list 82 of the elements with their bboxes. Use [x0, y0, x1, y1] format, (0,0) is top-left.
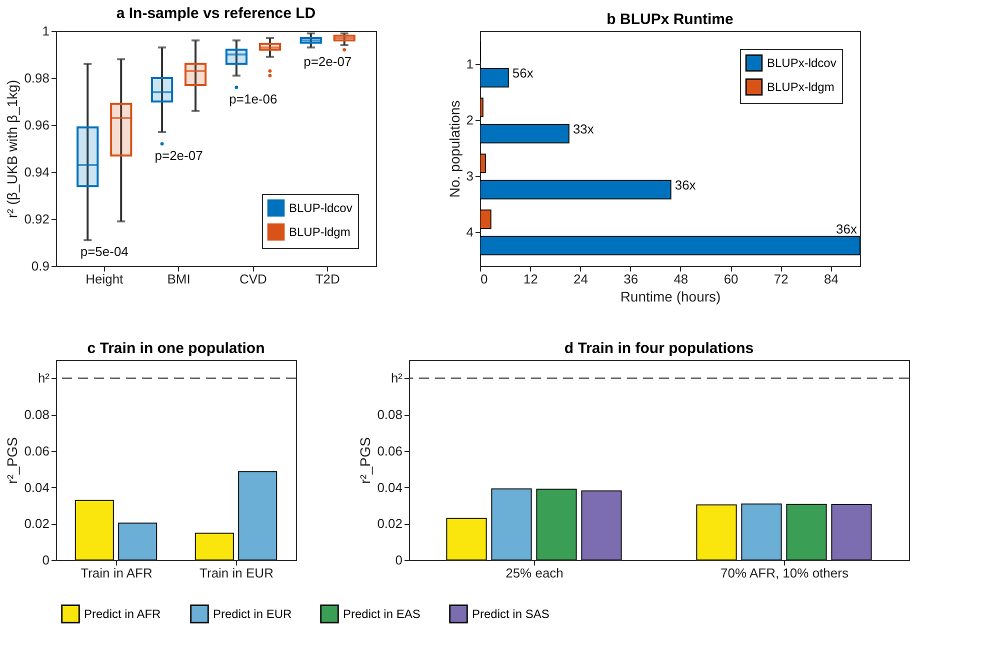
y-axis-title: No. populations	[446, 100, 462, 198]
annotation: p=2e-07	[154, 148, 203, 163]
x-tick-label: Train in AFR	[80, 566, 152, 580]
bar	[581, 490, 622, 560]
y-tick-label: 0.9	[31, 258, 50, 274]
x-tick-label: 84	[824, 272, 839, 286]
annotation: 36x	[674, 178, 696, 193]
y-tick-label: 4	[466, 224, 474, 240]
x-tick-label: T2D	[315, 272, 340, 286]
bar	[480, 180, 672, 200]
bar	[118, 522, 158, 560]
bar	[696, 504, 737, 560]
x-tick-label: 0	[480, 272, 488, 286]
y-tick-label: 0.06	[24, 443, 50, 458]
annotation: p=5e-04	[80, 244, 128, 260]
y-tick-label: 3	[466, 168, 474, 184]
bar	[491, 488, 532, 560]
annotation: 33x	[572, 122, 594, 137]
y-axis-title: r²_PGS	[4, 437, 20, 484]
y-tick-label: 0.96	[24, 118, 50, 132]
chart-title: a In-sample vs reference LD	[116, 5, 316, 22]
y-tick-label: 1	[466, 56, 474, 72]
y-tick-label: 0.04	[24, 480, 50, 495]
x-tick-label: Train in EUR	[200, 566, 274, 580]
x-tick-label: 36	[624, 272, 638, 286]
bar	[786, 504, 827, 560]
y-tick-label: 1	[42, 24, 50, 38]
legend-label: Predict in EUR	[213, 606, 292, 621]
bar	[536, 488, 577, 560]
bar	[741, 504, 782, 560]
legend-label: Predict in AFR	[84, 606, 162, 621]
y-tick-label: 0.04	[377, 480, 402, 495]
y-tick-label: h²	[38, 370, 50, 386]
y-tick-label: 0.94	[24, 164, 50, 180]
x-tick-label: 72	[774, 272, 788, 286]
annotation: p=1e-06	[229, 91, 278, 106]
x-axis-title: Runtime (hours)	[620, 288, 721, 304]
bar	[238, 471, 278, 560]
bar	[480, 124, 570, 144]
y-tick-label: 0	[42, 552, 50, 568]
chart-title: b BLUPx Runtime	[606, 11, 734, 28]
y-tick-label: 0.08	[377, 407, 402, 422]
y-axis-title: r² (β_UKB with β_1kg)	[4, 80, 20, 218]
x-tick-label: 12	[523, 272, 538, 286]
x-tick-label: Height	[86, 272, 124, 286]
chart-title: c Train in one population	[87, 340, 265, 357]
annotation: 36x	[836, 222, 858, 237]
bar	[480, 68, 509, 88]
y-tick-label: 0.02	[24, 516, 50, 532]
x-tick-label: 48	[674, 272, 688, 286]
legend-label: BLUP-ldgm	[289, 225, 350, 239]
x-tick-label: 25% each	[506, 566, 564, 580]
y-tick-label: 0.02	[377, 516, 402, 532]
y-tick-label: 0.92	[24, 212, 50, 226]
x-tick-label: 70% AFR, 10% others	[720, 566, 849, 580]
y-tick-label: 0.08	[24, 407, 50, 422]
chart-title: d Train in four populations	[564, 340, 754, 357]
y-tick-label: 0.98	[24, 70, 50, 86]
bar	[480, 98, 484, 118]
y-tick-label: 0	[395, 552, 402, 568]
y-tick-label: 2	[466, 112, 474, 128]
bar	[480, 210, 492, 229]
x-tick-label: BMI	[167, 272, 190, 286]
annotation: p=2e-07	[304, 54, 352, 69]
bar	[194, 532, 234, 560]
bar	[74, 500, 114, 560]
legend-label: BLUPx-ldgm	[767, 80, 834, 94]
bar	[446, 518, 487, 560]
y-tick-label: 0.06	[377, 443, 402, 458]
y-axis-title: r²_PGS	[357, 437, 374, 484]
bar	[480, 236, 860, 256]
y-tick-label: h²	[390, 370, 404, 386]
bar	[831, 504, 872, 560]
legend-label: Predict in EAS	[343, 606, 420, 621]
bar	[480, 154, 486, 174]
legend-label: BLUP-ldcov	[289, 201, 352, 215]
legend-label: Predict in SAS	[472, 606, 550, 621]
legend-label: BLUPx-ldcov	[767, 56, 836, 70]
x-tick-label: 60	[724, 272, 738, 286]
x-tick-label: CVD	[239, 272, 267, 286]
annotation: 56x	[512, 66, 534, 81]
x-tick-label: 24	[573, 272, 588, 286]
